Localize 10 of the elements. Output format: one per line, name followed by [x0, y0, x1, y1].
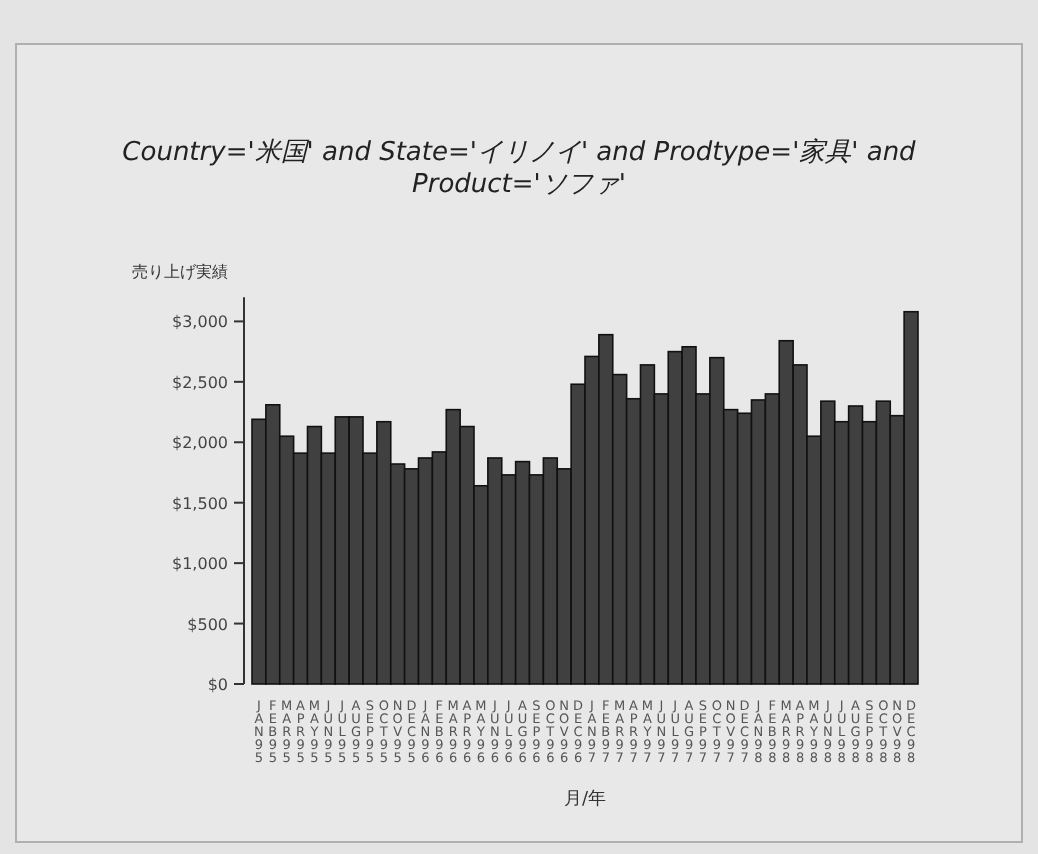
y-axis-title: 売り上げ実績	[132, 263, 228, 282]
x-axis-title: 月/年	[563, 788, 607, 810]
y-tick-label: $2,500	[172, 373, 228, 392]
y-tick-label: $500	[187, 615, 228, 634]
chart-title: Country='米国' and State='イリノイ' and Prodtype='家具' and Product='ソファ'	[122, 136, 918, 200]
y-tick-label: $0	[207, 676, 228, 694]
y-tick-label: $1,500	[172, 494, 228, 513]
y-tick-label: $3,000	[172, 313, 228, 332]
y-tick-label: $2,000	[172, 434, 228, 453]
y-tick-label: $1,000	[172, 555, 228, 574]
